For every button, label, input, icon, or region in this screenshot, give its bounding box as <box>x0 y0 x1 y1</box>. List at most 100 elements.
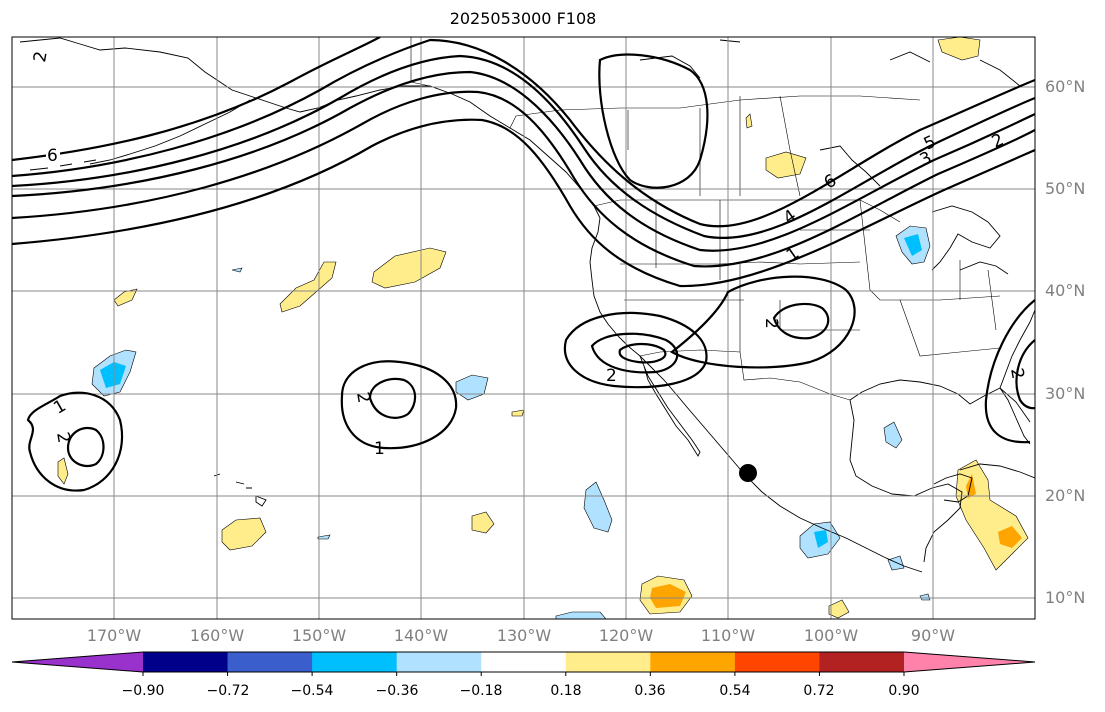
contour-label: 2 <box>30 50 52 64</box>
west-pacific-high <box>66 426 105 468</box>
contour-label: 2 <box>352 391 374 405</box>
lat-label: 30°N <box>1045 384 1086 403</box>
colorbar-segment <box>734 652 820 672</box>
lat-label: 60°N <box>1045 77 1086 96</box>
negative-anomaly-region <box>583 481 613 533</box>
positive-anomaly-region <box>221 517 267 551</box>
lon-label: 170°W <box>86 626 142 645</box>
positive-anomaly-region <box>937 37 981 61</box>
colorbar-segment <box>396 652 482 672</box>
colorbar-extend-low <box>12 652 143 672</box>
positive-anomaly-region <box>279 261 337 313</box>
colorbar-tick-label: −0.36 <box>375 683 419 699</box>
colorbar-segment <box>227 652 313 672</box>
negative-anomaly-region <box>919 593 931 601</box>
lat-label: 40°N <box>1045 281 1086 300</box>
map-title: 2025053000 F108 <box>449 9 597 28</box>
contour-labels: 6 6 5 3 2 4 1 2 2 2 1 2 1 2 2 <box>30 50 1028 459</box>
lon-label: 160°W <box>189 626 245 645</box>
negative-anomaly-region <box>555 611 607 619</box>
baja-california <box>639 355 701 457</box>
positive-anomaly-region <box>471 511 495 534</box>
jet-contour <box>12 118 1035 288</box>
hudson-bay-coast <box>819 145 881 187</box>
contour-lines <box>12 37 1035 492</box>
colorbar-segment <box>565 652 651 672</box>
colorbar-tick-label: −0.18 <box>459 683 503 699</box>
positive-anomaly-region <box>765 151 807 179</box>
positive-anomaly-region <box>828 599 850 619</box>
lat-label: 10°N <box>1045 588 1086 607</box>
arctic-islands <box>639 39 1021 87</box>
jet-contour <box>12 90 1035 268</box>
colorbar-tick-label: −0.54 <box>290 683 334 699</box>
pacific-high-contour <box>368 377 417 419</box>
negative-anomaly-region <box>455 374 489 401</box>
alaska-coastline <box>19 37 601 219</box>
contour-label: 1 <box>50 396 69 419</box>
mexico-gulf-coast <box>849 399 963 563</box>
contour-label: 2 <box>989 130 1007 153</box>
alaska-peninsula <box>89 99 251 165</box>
canada-provinces <box>509 95 921 197</box>
negative-anomaly-region <box>887 555 905 571</box>
colorbar-segment <box>312 652 398 672</box>
colorbar-segment <box>650 652 736 672</box>
negative-anomaly-region <box>317 534 331 540</box>
pacific-high-contour <box>340 360 458 450</box>
colorbar-tick-label: 0.90 <box>888 683 920 699</box>
negative-anomaly-core <box>814 530 828 548</box>
colorbar-tick-label: 0.36 <box>634 683 666 699</box>
jet-contour <box>12 70 1035 252</box>
jet-contour <box>12 38 1035 228</box>
coastlines <box>19 37 1035 573</box>
gulf-coast <box>849 379 1031 423</box>
positive-anomaly-core <box>650 584 686 608</box>
contour-label: 2 <box>606 366 617 386</box>
canada-ridge-contour <box>598 53 709 189</box>
west-pacific-high <box>26 391 124 492</box>
hawaii-islands <box>213 473 267 507</box>
lon-label: 130°W <box>496 626 552 645</box>
cuba <box>959 463 1035 479</box>
us-mexico-border <box>639 349 851 401</box>
colorbar-tick-label: −0.72 <box>206 683 250 699</box>
jet-contour <box>12 37 381 162</box>
great-lakes <box>931 205 1009 275</box>
contour-label: 2 <box>52 431 74 445</box>
contour-label: 6 <box>821 171 840 194</box>
positive-anomaly-region <box>511 409 525 417</box>
lat-label: 50°N <box>1045 179 1086 198</box>
contour-label: 2 <box>1006 367 1028 381</box>
negative-anomaly-region <box>883 421 903 449</box>
lon-label: 120°W <box>598 626 654 645</box>
positive-anomaly-region <box>745 113 753 129</box>
location-marker <box>739 464 757 482</box>
negative-anomaly-region <box>231 267 243 273</box>
contour-label: 2 <box>761 318 781 329</box>
lon-label: 110°W <box>700 626 756 645</box>
us-states <box>620 199 1001 357</box>
southern-plains-contour <box>772 302 830 340</box>
lon-label: 90°W <box>910 626 956 645</box>
yucatan <box>933 473 973 503</box>
lat-label: 20°N <box>1045 486 1086 505</box>
map-frame <box>11 36 1036 620</box>
contour-label: 6 <box>47 146 58 166</box>
graticule <box>12 37 1035 619</box>
positive-anomaly-region <box>57 457 69 485</box>
lon-label: 140°W <box>393 626 449 645</box>
canada-us-border <box>593 199 901 223</box>
southern-plains-contour <box>670 275 856 369</box>
lon-label: 150°W <box>291 626 347 645</box>
florida <box>999 387 1031 445</box>
colorbar-tick-label: 0.54 <box>719 683 751 699</box>
east-us-contour <box>1015 339 1035 410</box>
colorbar-extend-high <box>904 652 1035 672</box>
east-us-contour <box>984 299 1035 444</box>
southwest-high-contour <box>590 332 679 374</box>
colorbar <box>11 651 1036 676</box>
southwest-high-contour <box>563 311 708 389</box>
colorbar-segment <box>819 652 905 672</box>
positive-anomaly-region <box>371 247 447 289</box>
